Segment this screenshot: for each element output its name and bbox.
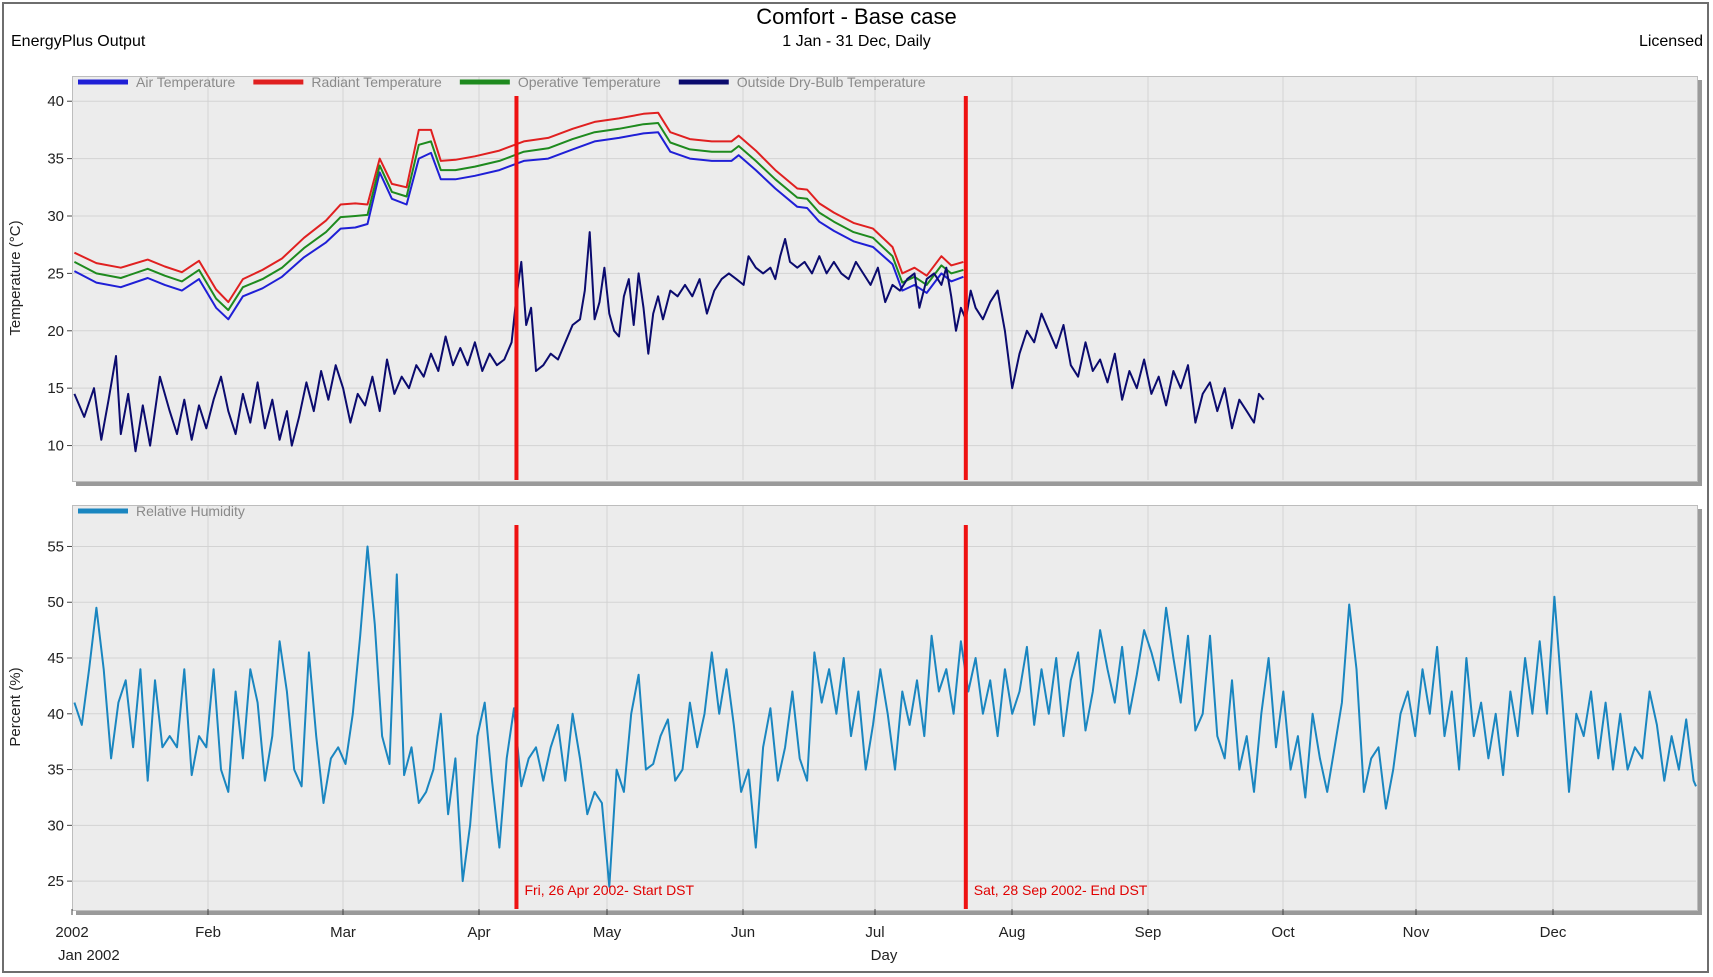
y-tick-label: 35 xyxy=(47,151,64,168)
y-tick-label: 45 xyxy=(47,650,64,667)
legend-label: Outside Dry-Bulb Temperature xyxy=(737,74,926,90)
dst-marker-label: Fri, 26 Apr 2002- Start DST xyxy=(524,882,694,898)
x-tick-label: Dec xyxy=(1540,924,1567,941)
legend-label: Radiant Temperature xyxy=(311,74,442,90)
x-tick-label: Aug xyxy=(999,924,1026,941)
y-tick-label: 25 xyxy=(47,265,64,282)
y-tick-label: 40 xyxy=(47,93,64,110)
source-label: EnergyPlus Output xyxy=(11,33,146,50)
dst-marker-label: Sat, 28 Sep 2002- End DST xyxy=(974,882,1148,898)
y-tick-label: 30 xyxy=(47,208,64,225)
legend-label: Operative Temperature xyxy=(518,74,661,90)
y-tick-label: 10 xyxy=(47,438,64,455)
series-operative-temperature-line xyxy=(73,122,964,312)
y-tick-label: 55 xyxy=(47,538,64,555)
series-air-temperature-line xyxy=(73,131,964,321)
x-sub-label: Jan 2002 xyxy=(58,947,120,964)
x-tick-label: Mar xyxy=(330,924,356,941)
y-tick-label: 20 xyxy=(47,323,64,340)
series-radiant-temperature-line xyxy=(73,111,964,304)
chart-subtitle: 1 Jan - 31 Dec, Daily xyxy=(782,33,931,50)
y-axis-title: Percent (%) xyxy=(7,667,24,746)
legend-label: Air Temperature xyxy=(136,74,236,90)
series-relative-humidity-line xyxy=(73,545,1697,888)
x-axis-title: Day xyxy=(871,947,898,964)
x-tick-label: May xyxy=(593,924,622,941)
y-tick-label: 15 xyxy=(47,380,64,397)
x-tick-label: 2002 xyxy=(55,924,88,941)
x-tick-label: Nov xyxy=(1403,924,1430,941)
y-tick-label: 35 xyxy=(47,762,64,779)
y-axis-title: Temperature (°C) xyxy=(7,220,24,335)
x-tick-label: Oct xyxy=(1271,924,1295,941)
license-label: Licensed xyxy=(1638,33,1703,50)
chart-title: Comfort - Base case xyxy=(756,4,957,29)
y-tick-label: 50 xyxy=(47,594,64,611)
y-tick-label: 40 xyxy=(47,706,64,723)
legend-label: Relative Humidity xyxy=(136,503,245,519)
x-tick-label: Jun xyxy=(731,924,755,941)
y-tick-label: 30 xyxy=(47,817,64,834)
series-outside-dry-bulb-temperature-line xyxy=(73,231,1265,453)
y-tick-label: 25 xyxy=(47,873,64,890)
x-tick-label: Feb xyxy=(195,924,221,941)
x-tick-label: Jul xyxy=(865,924,884,941)
x-tick-label: Sep xyxy=(1135,924,1162,941)
x-tick-label: Apr xyxy=(467,924,490,941)
